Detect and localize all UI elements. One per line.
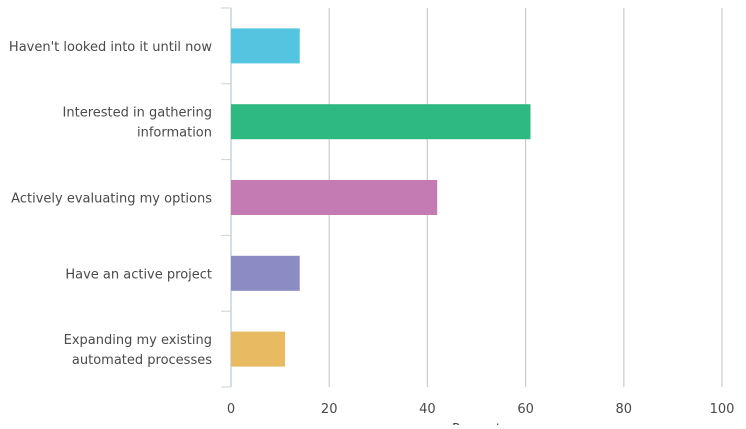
category-label: Expanding my existing: [64, 333, 212, 348]
x-tick-label: 80: [616, 402, 633, 417]
category-label: automated processes: [72, 353, 212, 368]
bar: [231, 255, 300, 291]
bar: [231, 180, 438, 215]
x-tick-label: 60: [517, 402, 534, 417]
category-label: Actively evaluating my options: [11, 192, 212, 207]
category-label: Haven't looked into it until now: [9, 40, 212, 55]
x-tick-label: 0: [227, 402, 235, 417]
x-tick-label: 100: [710, 402, 735, 417]
category-label: Interested in gathering: [63, 106, 212, 121]
bars: [231, 28, 531, 367]
bar: [231, 28, 300, 64]
category-label: Have an active project: [65, 267, 212, 282]
bar: [231, 331, 286, 367]
bar: [231, 104, 531, 140]
labels: 0 20 40 60 80 100 Haven't looked into it until…: [9, 40, 735, 429]
x-tick-label: 20: [321, 402, 338, 417]
category-label: information: [137, 126, 212, 141]
x-tick-label: 40: [419, 402, 436, 417]
axes: [221, 7, 231, 388]
